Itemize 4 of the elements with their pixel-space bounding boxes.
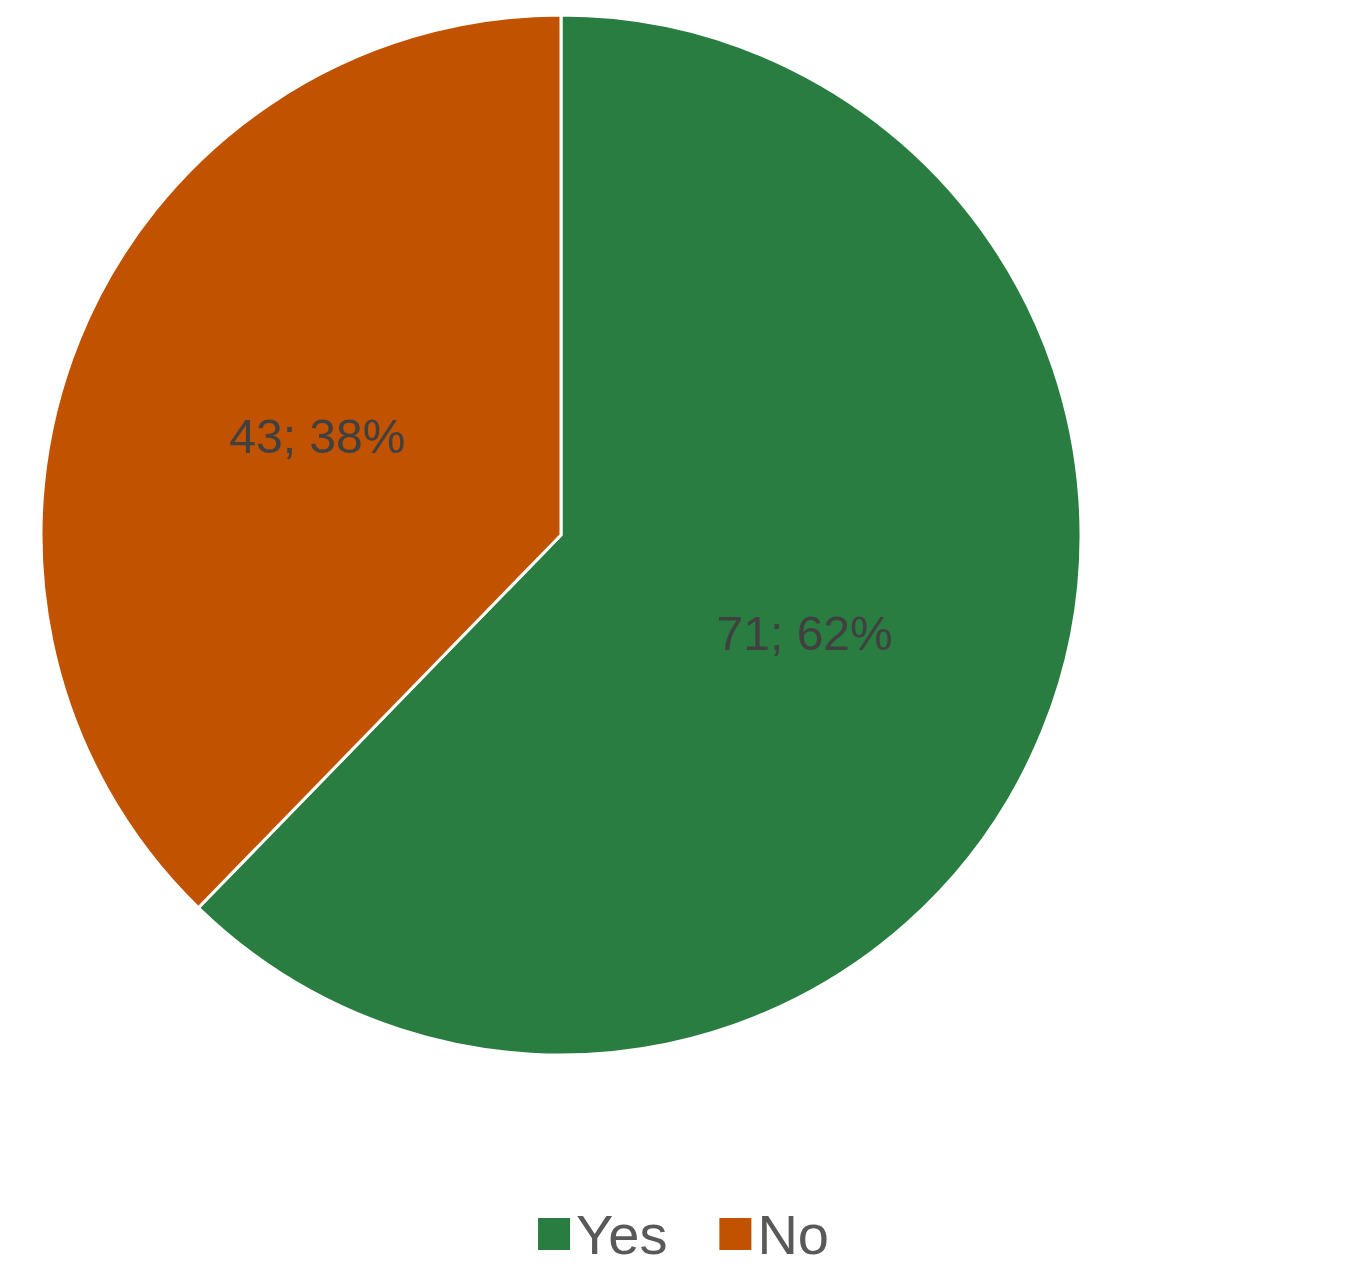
legend-label: Yes — [576, 1202, 668, 1266]
data-label: 43; 38% — [229, 409, 406, 463]
legend-label: No — [757, 1202, 829, 1266]
data-label: 71; 62% — [716, 607, 893, 661]
